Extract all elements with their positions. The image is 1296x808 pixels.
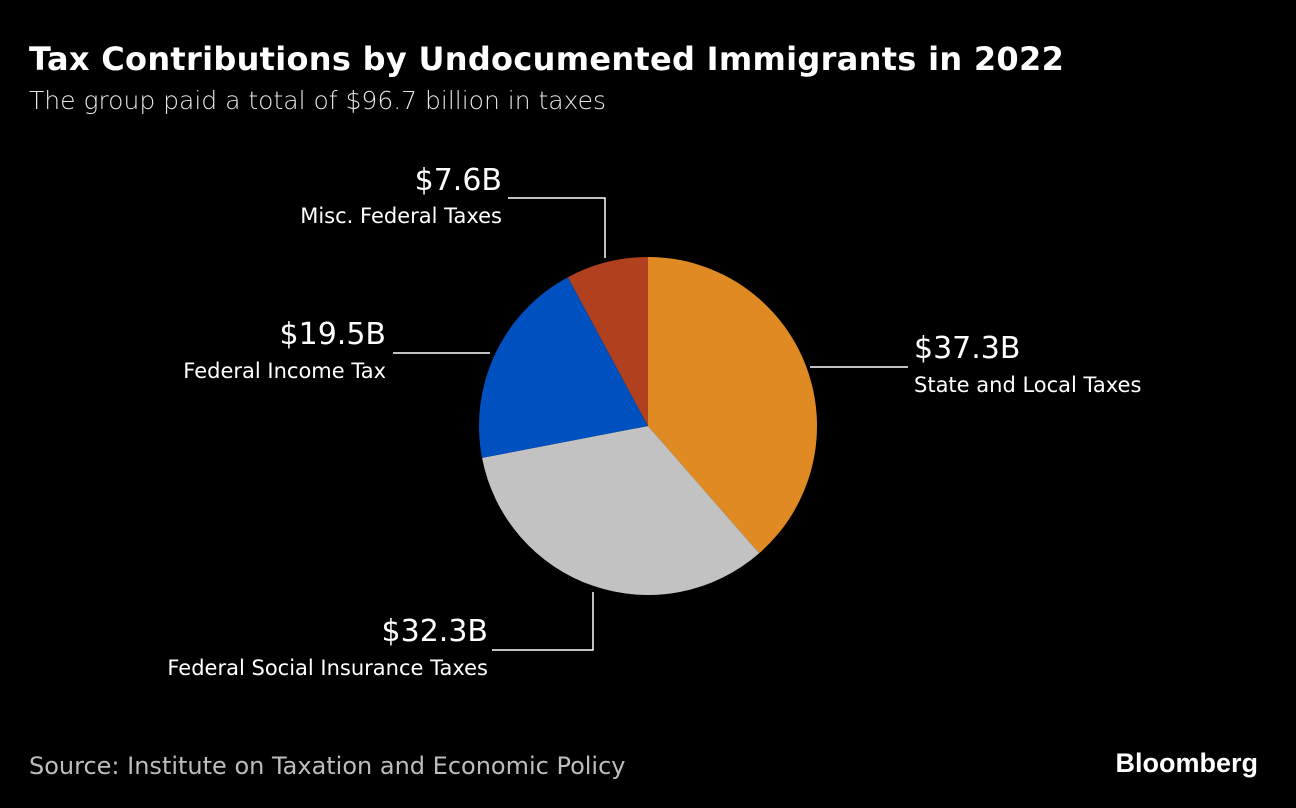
chart-title: Tax Contributions by Undocumented Immigr…: [29, 40, 1065, 78]
pie-slice-misc-federal-taxes: [567, 257, 648, 426]
pie-callouts: $37.3B State and Local Taxes $32.3B Federal…: [167, 163, 1141, 680]
source-note: Source: Institute on Taxation and Econom…: [29, 752, 626, 780]
pie-slices: [478, 257, 818, 596]
pie-slice-state-and-local-taxes: [648, 257, 818, 554]
data-label-value-misc-federal-taxes: $7.6B: [415, 163, 502, 198]
data-label-category-state-and-local-taxes: State and Local Taxes: [914, 373, 1141, 397]
data-label-category-misc-federal-taxes: Misc. Federal Taxes: [300, 204, 502, 228]
data-label-category-federal-social-insurance-taxes: Federal Social Insurance Taxes: [167, 656, 488, 680]
data-label-value-federal-social-insurance-taxes: $32.3B: [382, 614, 488, 649]
pie-slice-federal-income-tax: [478, 277, 648, 458]
pie-slice-federal-social-insurance-taxes: [482, 426, 760, 596]
data-label-value-state-and-local-taxes: $37.3B: [914, 331, 1020, 366]
data-label-category-federal-income-tax: Federal Income Tax: [183, 359, 386, 383]
bloomberg-logo: Bloomberg: [1115, 748, 1258, 778]
data-label-value-federal-income-tax: $19.5B: [280, 317, 386, 352]
callout-line-misc-federal-taxes: [508, 197, 606, 258]
chart-subtitle: The group paid a total of $96.7 billion …: [29, 86, 607, 115]
callout-line-federal-social-insurance-taxes: [492, 592, 594, 651]
